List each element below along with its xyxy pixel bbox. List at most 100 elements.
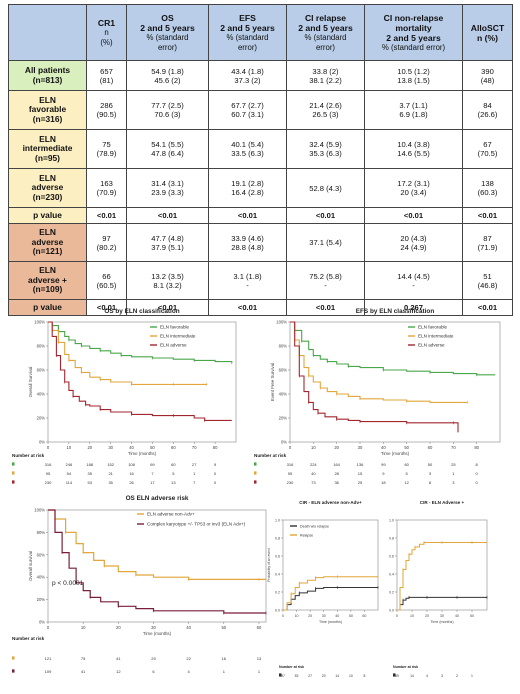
x-tick-label: 10	[311, 445, 316, 450]
table-cell: 75.2 (5.8) -	[286, 261, 365, 300]
y-tick-label: 0.4	[389, 573, 394, 577]
chart-panel	[254, 321, 501, 484]
x-tick-label: 0	[47, 625, 50, 630]
risk-count: 27	[192, 462, 197, 467]
row-label-line: (n=109)	[32, 284, 63, 295]
column-header: AlloSCT n (%)	[462, 4, 513, 61]
column-header-title: 2 and 5 years	[298, 22, 353, 33]
x-tick-label: 30	[440, 614, 444, 618]
x-tick-label: 50	[470, 614, 474, 618]
column-header-subtitle: error)	[237, 42, 258, 52]
y-tick-label: 20%	[279, 416, 288, 421]
cell-value: (46.8)	[477, 280, 498, 290]
table-cell: <0.01	[86, 207, 127, 224]
x-tick-label: 60	[428, 445, 433, 450]
risk-count: 35	[88, 471, 93, 476]
risk-count: 5	[172, 471, 175, 476]
row-label-line: (n=230)	[32, 191, 63, 202]
y-tick-label: 0.2	[275, 591, 280, 595]
x-tick-label: 20	[334, 445, 339, 450]
cell-value: 77.7 (2.5)	[151, 101, 184, 110]
series-line	[283, 587, 378, 611]
risk-count: 60	[171, 462, 176, 467]
risk-row-marker	[254, 471, 257, 475]
cell-value: 10.4 (3.8)	[397, 140, 430, 149]
row-label-line: ELN	[39, 172, 56, 183]
chart-title: OS by ELN classification	[104, 308, 179, 315]
column-header-subtitle: error)	[157, 42, 178, 52]
row-label-line: adverse	[31, 182, 64, 193]
y-tick-label: 0.2	[389, 591, 394, 595]
risk-count: 16	[129, 471, 134, 476]
series-line	[48, 509, 266, 580]
cell-value: 37.1 (5.4)	[309, 238, 342, 247]
y-axis-label: Probability of an event	[267, 548, 271, 582]
cell-value: 67.7 (2.7)	[231, 101, 264, 110]
row-label-line: ELN	[39, 227, 56, 238]
legend-label: Complex karyotype +/- TP53 or inv3 (ELN …	[147, 522, 246, 527]
table-row: ELN adverse (n=121) 97 (80.2) 47.7 (4.8) 37.9 …	[8, 223, 513, 262]
risk-count: 12	[404, 480, 409, 485]
table-row: ELN adverse + (n=109) 66 (60.5) 13.2 (3.5) 8.1…	[8, 261, 513, 300]
y-tick-label: 0.0	[389, 609, 394, 613]
cell-value: 32.4 (5.9)	[309, 140, 342, 149]
risk-count: 224	[310, 462, 317, 467]
legend-label: ELN favorable	[418, 325, 448, 330]
cell-value: 84	[483, 101, 492, 110]
cell-value: <0.01	[237, 211, 258, 220]
risk-row-marker	[254, 462, 257, 466]
column-header-subtitle: % (standard	[146, 32, 189, 42]
table-cell: 51 (46.8)	[462, 261, 513, 300]
risk-table-title: Number at risk	[12, 636, 45, 641]
x-tick-label: 10	[81, 625, 86, 630]
x-tick-label: 30	[151, 625, 156, 630]
column-header-title: CI relapse	[304, 12, 347, 23]
column-header-title: n (%)	[476, 32, 498, 43]
cell-value: <0.01	[477, 303, 498, 312]
y-tick-label: 100%	[34, 320, 45, 325]
cell-value: (80.2)	[96, 242, 117, 252]
table-cell: 84 (26.6)	[462, 90, 513, 130]
row-label: ELN adverse (n=121)	[8, 223, 87, 262]
table-cell: 3.7 (1.1) 6.9 (1.8)	[364, 90, 463, 130]
row-label: ELN adverse + (n=109)	[8, 261, 87, 300]
cell-value: 657	[100, 66, 113, 76]
table-cell: 33.8 (2) 38.1 (2.2)	[286, 60, 365, 91]
risk-count: 97	[281, 674, 285, 678]
risk-count: 17	[150, 480, 155, 485]
cell-value: 75	[102, 140, 111, 149]
legend-label: ELN adverse non-Adv+	[147, 512, 195, 517]
column-header-subtitle: n	[104, 27, 109, 37]
plot-frame	[289, 321, 501, 443]
risk-count: 36	[334, 480, 339, 485]
risk-count: 25	[451, 462, 456, 467]
plot-frame	[396, 519, 488, 611]
chart-title: OS ELN adverse risk	[126, 495, 189, 502]
risk-count: 316	[45, 462, 52, 467]
risk-count: 41	[116, 656, 121, 661]
cell-value: 45.6 (2)	[154, 75, 181, 85]
x-axis-label: Time (months)	[430, 620, 453, 624]
risk-count: 60	[404, 462, 409, 467]
column-header-title: EFS	[239, 12, 256, 23]
column-header-title: 2 and 5 years	[140, 22, 195, 33]
risk-count: 18	[381, 480, 386, 485]
table-cell: <0.01	[208, 299, 287, 316]
column-header: CI non-relapse mortality 2 and 5 years% (s…	[364, 4, 463, 61]
risk-count: 1	[452, 471, 455, 476]
risk-count: 230	[45, 480, 52, 485]
x-tick-label: 30	[108, 445, 113, 450]
column-header-title: AlloSCT	[470, 22, 505, 33]
risk-row-marker	[12, 669, 15, 673]
cell-value: 60.7 (3.1)	[231, 110, 264, 119]
risk-count: 3	[441, 674, 443, 678]
cell-value: 54.1 (5.5)	[151, 140, 184, 149]
series-line	[290, 321, 468, 403]
table-cell: 87 (71.9)	[462, 223, 513, 262]
table-cell: 10.5 (1.2) 13.8 (1.5)	[364, 60, 463, 91]
legend-label: ELN intermediate	[418, 334, 454, 339]
risk-count: 0	[214, 480, 217, 485]
row-label-line: p value	[33, 209, 62, 220]
cell-value: 8.1 (3.2)	[153, 280, 182, 290]
